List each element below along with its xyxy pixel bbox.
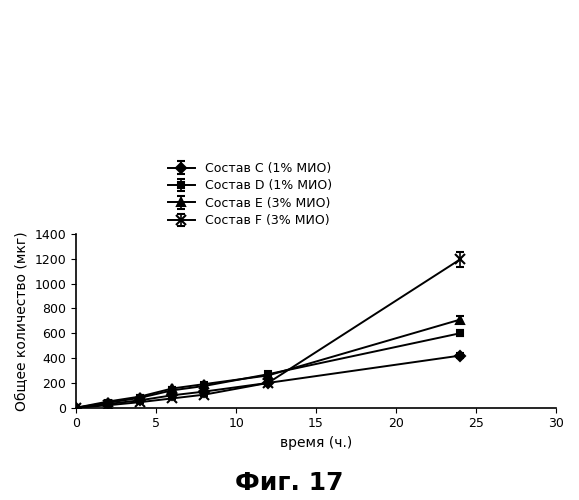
X-axis label: время (ч.): время (ч.) [280,436,352,450]
Y-axis label: Общее количество (мкг): Общее количество (мкг) [15,231,29,410]
Text: Фиг. 17: Фиг. 17 [235,471,344,495]
Legend: Состав C (1% МИО), Состав D (1% МИО), Состав E (3% МИО), Состав F (3% МИО): Состав C (1% МИО), Состав D (1% МИО), Со… [163,157,337,232]
